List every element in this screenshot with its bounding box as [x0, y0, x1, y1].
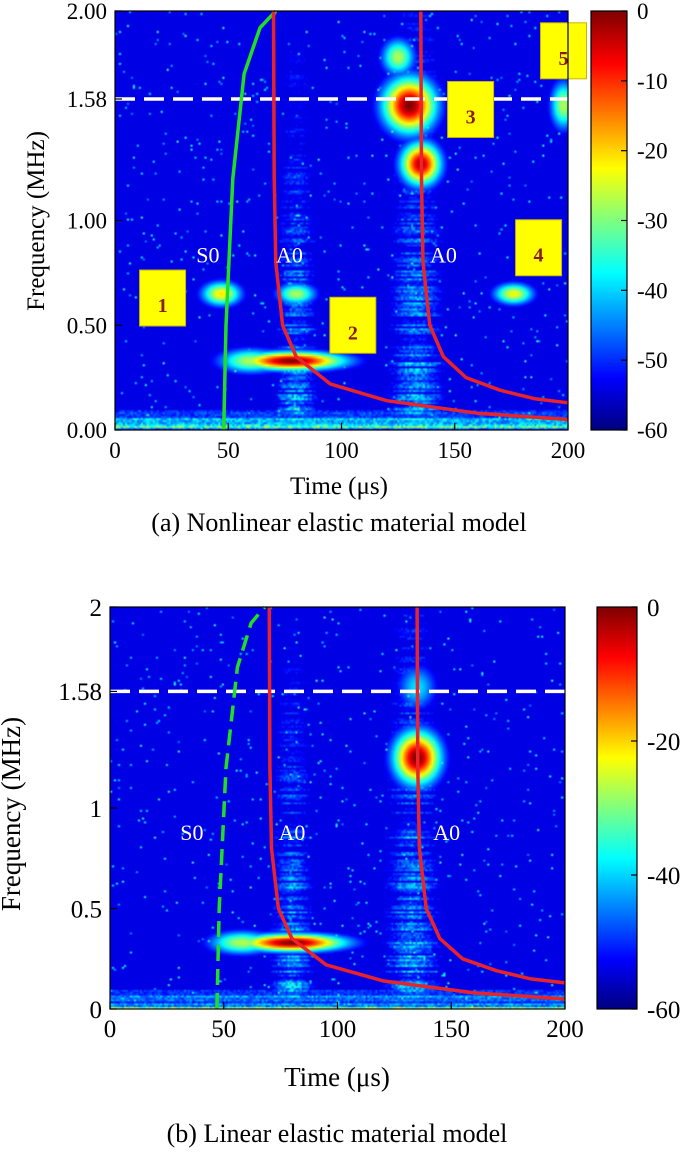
panel-b-colorbar-label: -60: [647, 997, 680, 1024]
panel-b-curve-s0-0: [215, 605, 267, 1010]
panel-b-ylabel: Frequency (MHz): [0, 717, 26, 911]
panel-b-ytick-label: 1: [90, 796, 103, 823]
panel-a-overlay: S0 A0 A0 1 2 3 4 5: [114, 9, 587, 431]
panel-a-xtick-label: 100: [324, 438, 359, 463]
panel-a-ylabel: Frequency (MHz): [23, 131, 50, 311]
panel-a-colorbar-label: -30: [637, 209, 668, 234]
panel-b-xtick-label: 50: [211, 1016, 236, 1043]
panel-a-curve-s0-0: [221, 9, 278, 431]
panel-b-xtick-label: 200: [546, 1016, 584, 1043]
panel-b-colorbar-label: 0: [647, 595, 660, 622]
panel-b-ytick-label: 1.58: [58, 679, 102, 706]
panel-a-xtick-label: 50: [217, 438, 240, 463]
panel-b-ytick-label: 0: [90, 997, 103, 1024]
panel-a-axes: 0 50 100 150 200 0.00 0.50 1.00 1.58 2.00: [67, 0, 586, 463]
panel-a-xlabel: Time (μs): [290, 473, 388, 500]
panel-b-xtick-label: 150: [433, 1016, 471, 1043]
panel-a-colorbar-label: -60: [637, 418, 668, 443]
panel-a: S0 A0 A0 1 2 3 4 5 0 50 100 150 200 0.00 0.50 1.00 1.58…: [23, 0, 668, 537]
panel-b-heatmap: [110, 607, 565, 1009]
panel-a-ytick-label: 0.00: [67, 418, 107, 443]
panel-a-marker-box-2: 2: [329, 296, 377, 354]
svg-text:2: 2: [348, 322, 358, 344]
panel-b-ytick-label: 0.5: [71, 896, 102, 923]
panel-b-xlabel: Time (μs): [284, 1062, 390, 1092]
svg-text:1: 1: [158, 295, 168, 317]
svg-text:4: 4: [534, 245, 544, 267]
panel-a-xtick-label: 200: [551, 438, 586, 463]
panel-a-marker-box-5: 5: [539, 22, 587, 80]
panel-b-heatmap-image: [110, 607, 565, 1009]
panel-a-marker-box-3: 3: [447, 80, 495, 138]
panel-a-xtick-label: 150: [438, 438, 473, 463]
panel-a-caption: (a) Nonlinear elastic material model: [151, 508, 526, 537]
panel-b-colorbar-label: -20: [647, 729, 680, 756]
panel-a-colorbar: 0 -10 -20 -30 -40 -50 -60: [590, 0, 668, 443]
svg-text:5: 5: [558, 48, 568, 70]
panel-a-heatmap: [115, 11, 568, 430]
panel-b-axes: 0 50 100 150 200 0 0.5 1 1.58 2: [58, 595, 584, 1043]
panel-a-colorbar-label: -10: [637, 69, 668, 94]
panel-b-curve-a0-1: [267, 606, 566, 1001]
panel-b-curve-a0-2: [415, 606, 566, 985]
panel-b-xtick-label: 100: [319, 1016, 357, 1043]
svg-text:3: 3: [466, 106, 476, 128]
panel-b-xtick-label: 0: [104, 1016, 117, 1043]
panel-a-mode-label-2: A0: [430, 242, 457, 267]
panel-b-ytick-label: 2: [90, 595, 103, 622]
panel-b-colorbar-gradient: [596, 606, 638, 1010]
panel-a-mode-label-0: S0: [196, 242, 219, 267]
panel-b-mode-label-0: S0: [180, 820, 203, 845]
panel-a-curve-a0-1: [271, 10, 569, 422]
panel-a-colorbar-label: 0: [637, 0, 649, 24]
panel-b-mode-label-1: A0: [279, 820, 306, 845]
panel-a-heatmap-image: [115, 11, 568, 430]
panel-b-colorbar: 0 -20 -40 -60: [596, 595, 680, 1024]
panel-a-marker-box-4: 4: [515, 219, 563, 277]
panel-a-xtick-label: 0: [109, 438, 121, 463]
panel-a-marker-box-1: 1: [139, 269, 187, 327]
panel-a-colorbar-label: -50: [637, 348, 668, 373]
panel-a-ytick-label: 2.00: [67, 0, 107, 24]
panel-b-colorbar-label: -40: [647, 863, 680, 890]
panel-a-colorbar-label: -40: [637, 278, 668, 303]
panel-a-mode-label-1: A0: [276, 242, 303, 267]
panel-a-colorbar-label: -20: [637, 139, 668, 164]
panel-a-curve-a0-2: [419, 10, 569, 405]
panel-b-mode-label-2: A0: [433, 820, 460, 845]
panel-a-ytick-label: 1.00: [67, 209, 107, 234]
panel-b-caption: (b) Linear elastic material model: [167, 1119, 508, 1148]
panel-a-ytick-label: 0.50: [67, 313, 107, 338]
panel-a-ytick-label: 1.58: [67, 87, 107, 112]
